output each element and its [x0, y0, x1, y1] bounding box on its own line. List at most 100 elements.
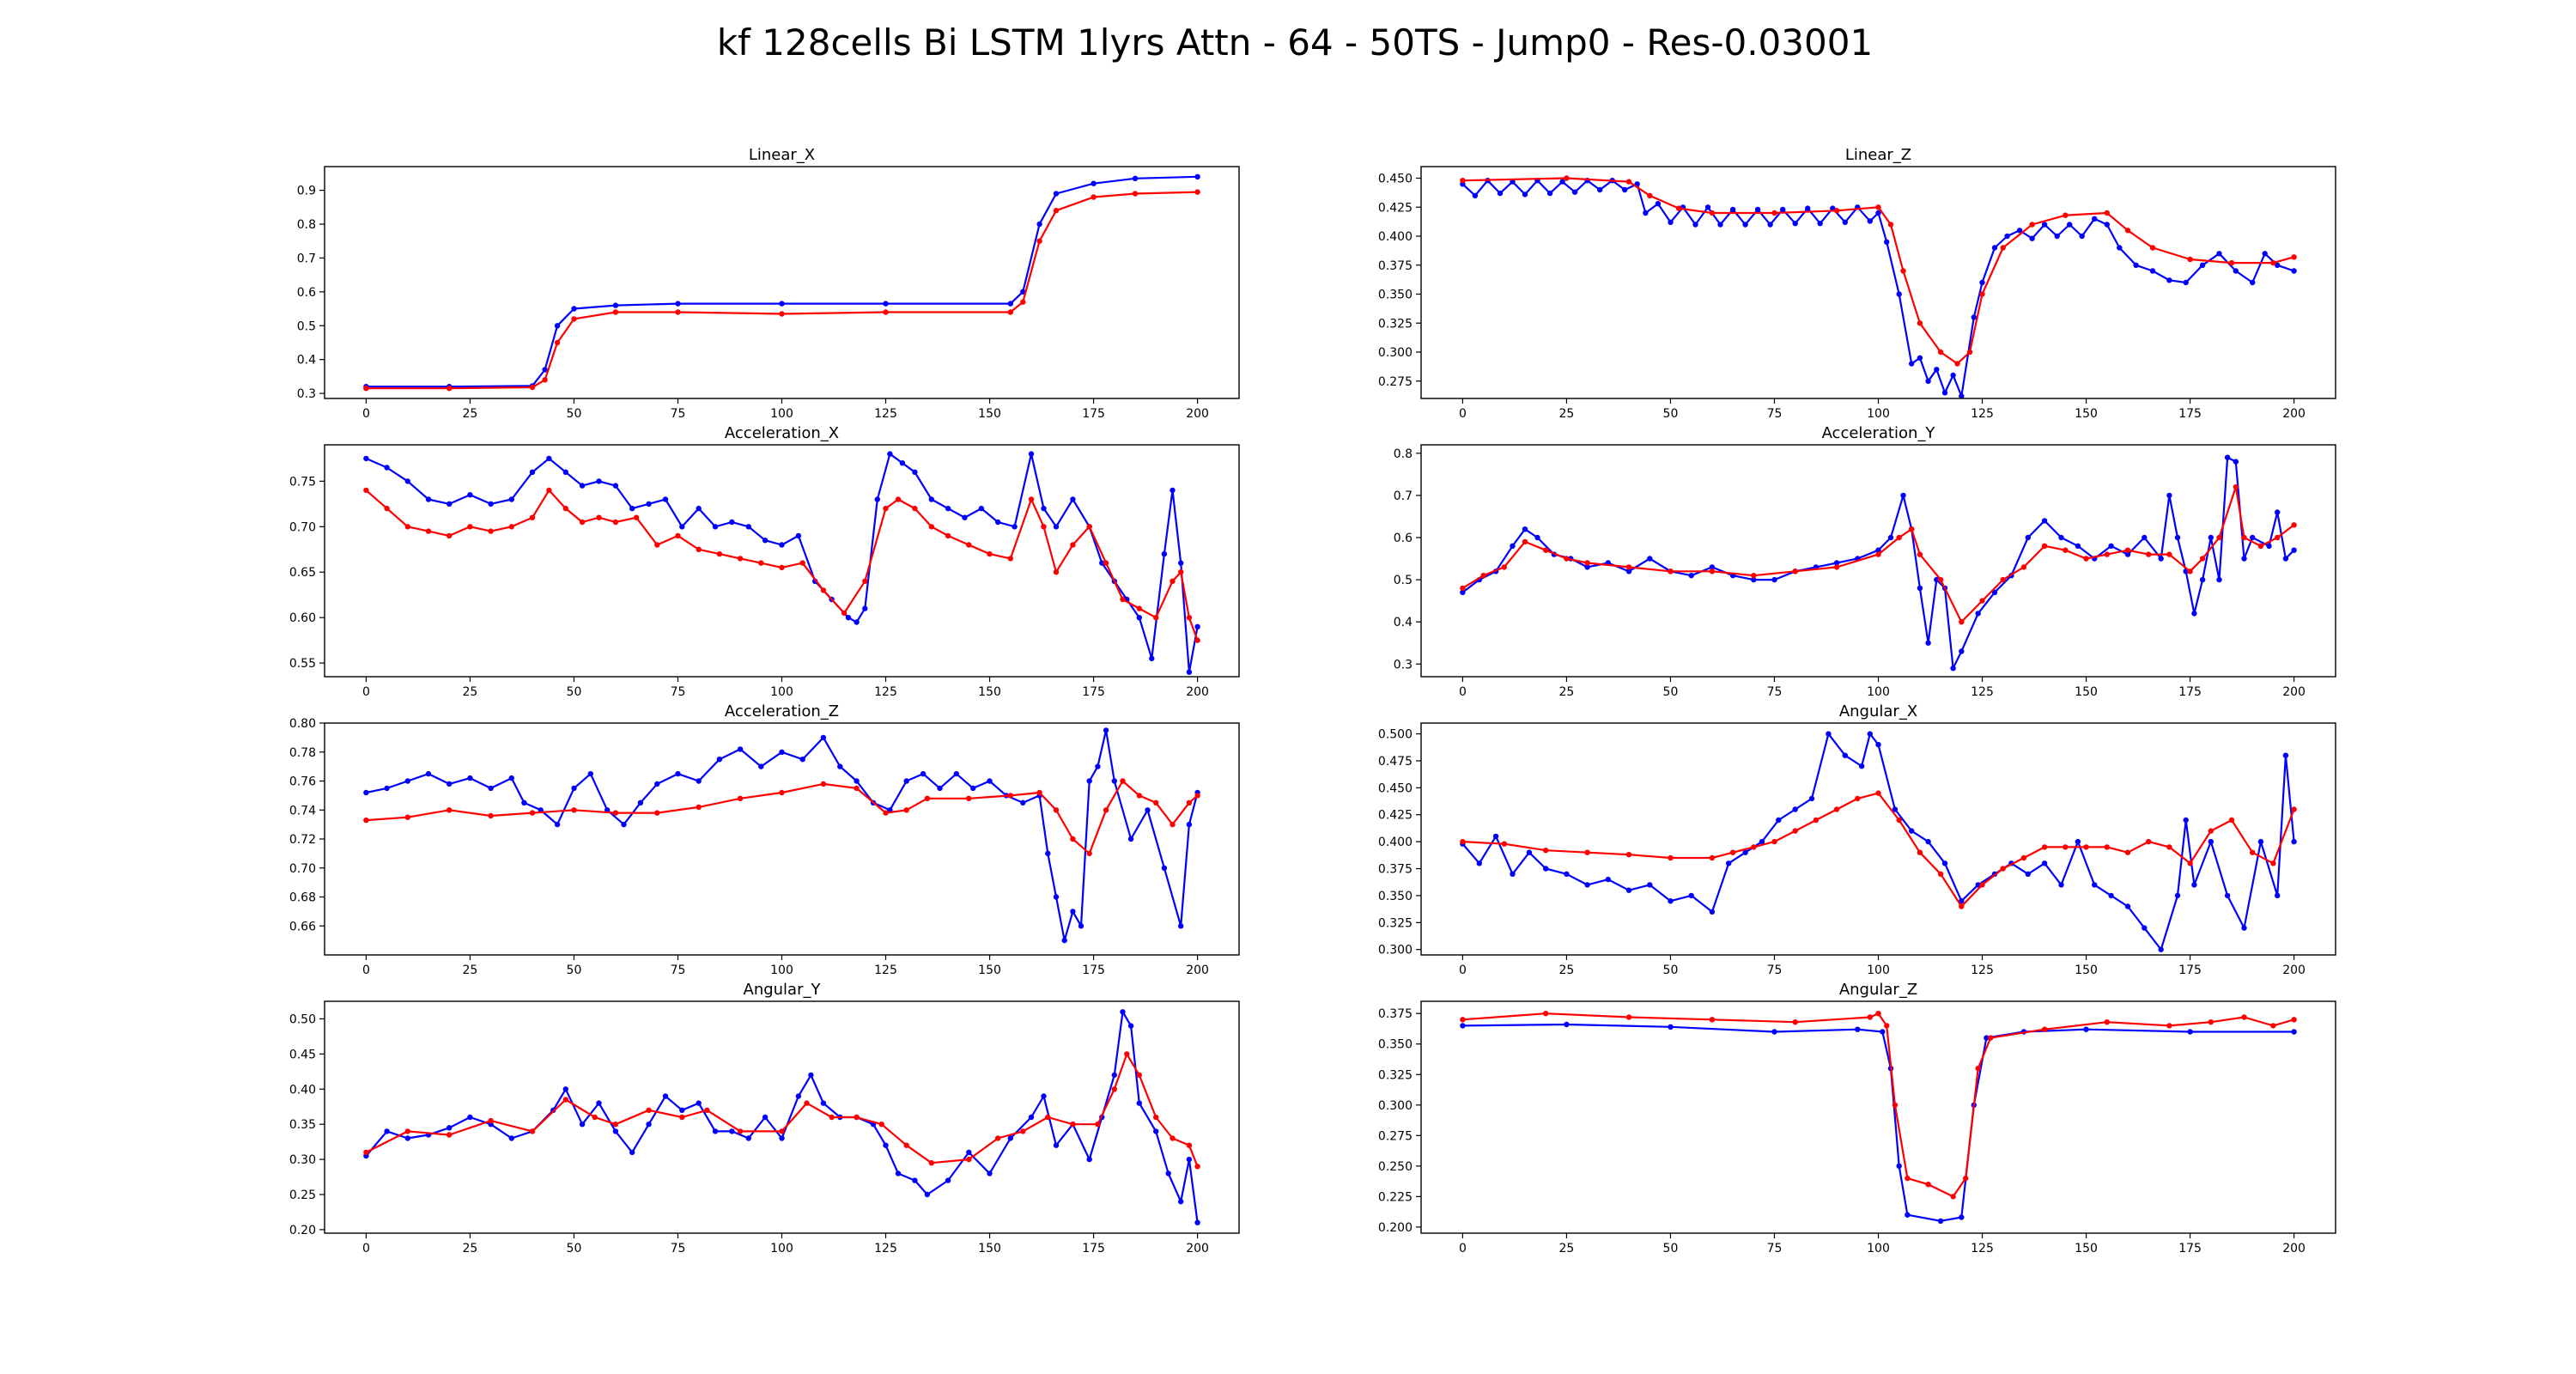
data-point [2104, 551, 2110, 557]
data-point [1709, 854, 1716, 861]
data-point [1925, 1182, 1931, 1188]
data-point [841, 610, 848, 617]
data-point [2142, 925, 2148, 931]
data-point [1078, 923, 1084, 929]
x-tick-label: 175 [1082, 1242, 1105, 1255]
data-point [1194, 173, 1200, 179]
data-point [562, 505, 568, 512]
data-point [2241, 1014, 2247, 1020]
data-point [1767, 222, 1773, 228]
data-point [820, 587, 827, 593]
data-point [1099, 560, 1105, 566]
data-point [779, 542, 785, 548]
series-red [1460, 175, 2297, 367]
data-point [1070, 1122, 1076, 1128]
data-point [467, 492, 473, 498]
data-point [1041, 524, 1047, 530]
series-line [1462, 177, 2294, 365]
data-point [612, 302, 619, 308]
y-tick-label: 0.4 [1394, 616, 1413, 629]
data-point [2275, 509, 2281, 515]
data-point [2124, 551, 2131, 557]
data-point [571, 316, 577, 322]
data-point [1070, 496, 1076, 502]
data-point [995, 519, 1001, 526]
y-tick-label: 0.5 [297, 319, 316, 333]
data-point [1543, 547, 1549, 553]
data-point [562, 1097, 568, 1103]
data-point [1880, 1029, 1886, 1035]
series-blue [363, 727, 1200, 944]
data-point [679, 1107, 685, 1114]
data-point [447, 1125, 453, 1131]
data-point [1979, 882, 1985, 888]
y-tick-label: 0.68 [289, 891, 316, 905]
data-point [1984, 1035, 1990, 1041]
data-point [1833, 208, 1840, 214]
data-point [1751, 576, 1757, 583]
data-point [1991, 589, 1998, 595]
data-point [425, 770, 432, 777]
data-point [1704, 204, 1711, 210]
data-point [571, 306, 577, 312]
data-point [1668, 568, 1674, 575]
y-tick-label: 0.350 [1378, 1038, 1413, 1052]
data-point [1103, 807, 1109, 813]
data-point [2166, 277, 2172, 283]
data-point [1808, 795, 1815, 802]
data-point [762, 1114, 769, 1121]
data-point [1622, 186, 1628, 193]
data-point [928, 1160, 935, 1166]
data-point [1053, 1142, 1060, 1148]
data-point [1543, 848, 1549, 854]
data-point [2183, 817, 2189, 824]
data-point [2187, 1029, 2193, 1035]
data-point [779, 1135, 785, 1141]
data-point [2275, 534, 2281, 541]
data-point [1988, 1035, 1994, 1041]
data-point [467, 1114, 473, 1121]
axes-frame [324, 1000, 1240, 1234]
data-point [1007, 301, 1014, 307]
data-point [2216, 251, 2222, 257]
data-point [779, 1128, 785, 1134]
data-point [2266, 543, 2272, 549]
y-tick-label: 0.66 [289, 920, 316, 933]
data-point [508, 524, 514, 530]
data-point [1460, 589, 1466, 595]
data-point [2233, 268, 2239, 274]
data-point [2000, 576, 2006, 583]
x-tick-label: 200 [2282, 407, 2306, 421]
data-point [554, 323, 561, 329]
data-point [2291, 522, 2297, 528]
x-tick-label: 150 [978, 685, 1001, 699]
data-point [2291, 547, 2297, 553]
data-point [895, 1170, 902, 1176]
data-point [2166, 1023, 2172, 1029]
data-point [1526, 849, 1533, 855]
data-point [2224, 892, 2231, 899]
data-point [612, 1128, 619, 1134]
data-point [696, 505, 702, 512]
y-tick-label: 0.300 [1378, 944, 1413, 958]
data-point [662, 1093, 669, 1099]
data-point [1909, 526, 1915, 532]
x-tick-label: 50 [1663, 964, 1679, 977]
data-point [1905, 1212, 1911, 1218]
data-point [1086, 850, 1092, 857]
data-point [1053, 191, 1060, 197]
y-tick-label: 0.30 [289, 1153, 316, 1167]
data-point [637, 799, 644, 806]
data-point [2104, 222, 2110, 228]
data-point [1161, 550, 1168, 557]
data-point [2079, 233, 2085, 240]
data-point [2020, 854, 2027, 861]
y-tick-label: 0.350 [1378, 289, 1413, 302]
x-tick-label: 100 [770, 407, 793, 421]
series-red [363, 1051, 1200, 1170]
data-point [737, 556, 744, 562]
data-point [1136, 615, 1143, 621]
y-tick-label: 0.5 [1394, 574, 1413, 587]
data-point [1867, 731, 1873, 737]
y-tick-label: 0.74 [289, 804, 316, 818]
